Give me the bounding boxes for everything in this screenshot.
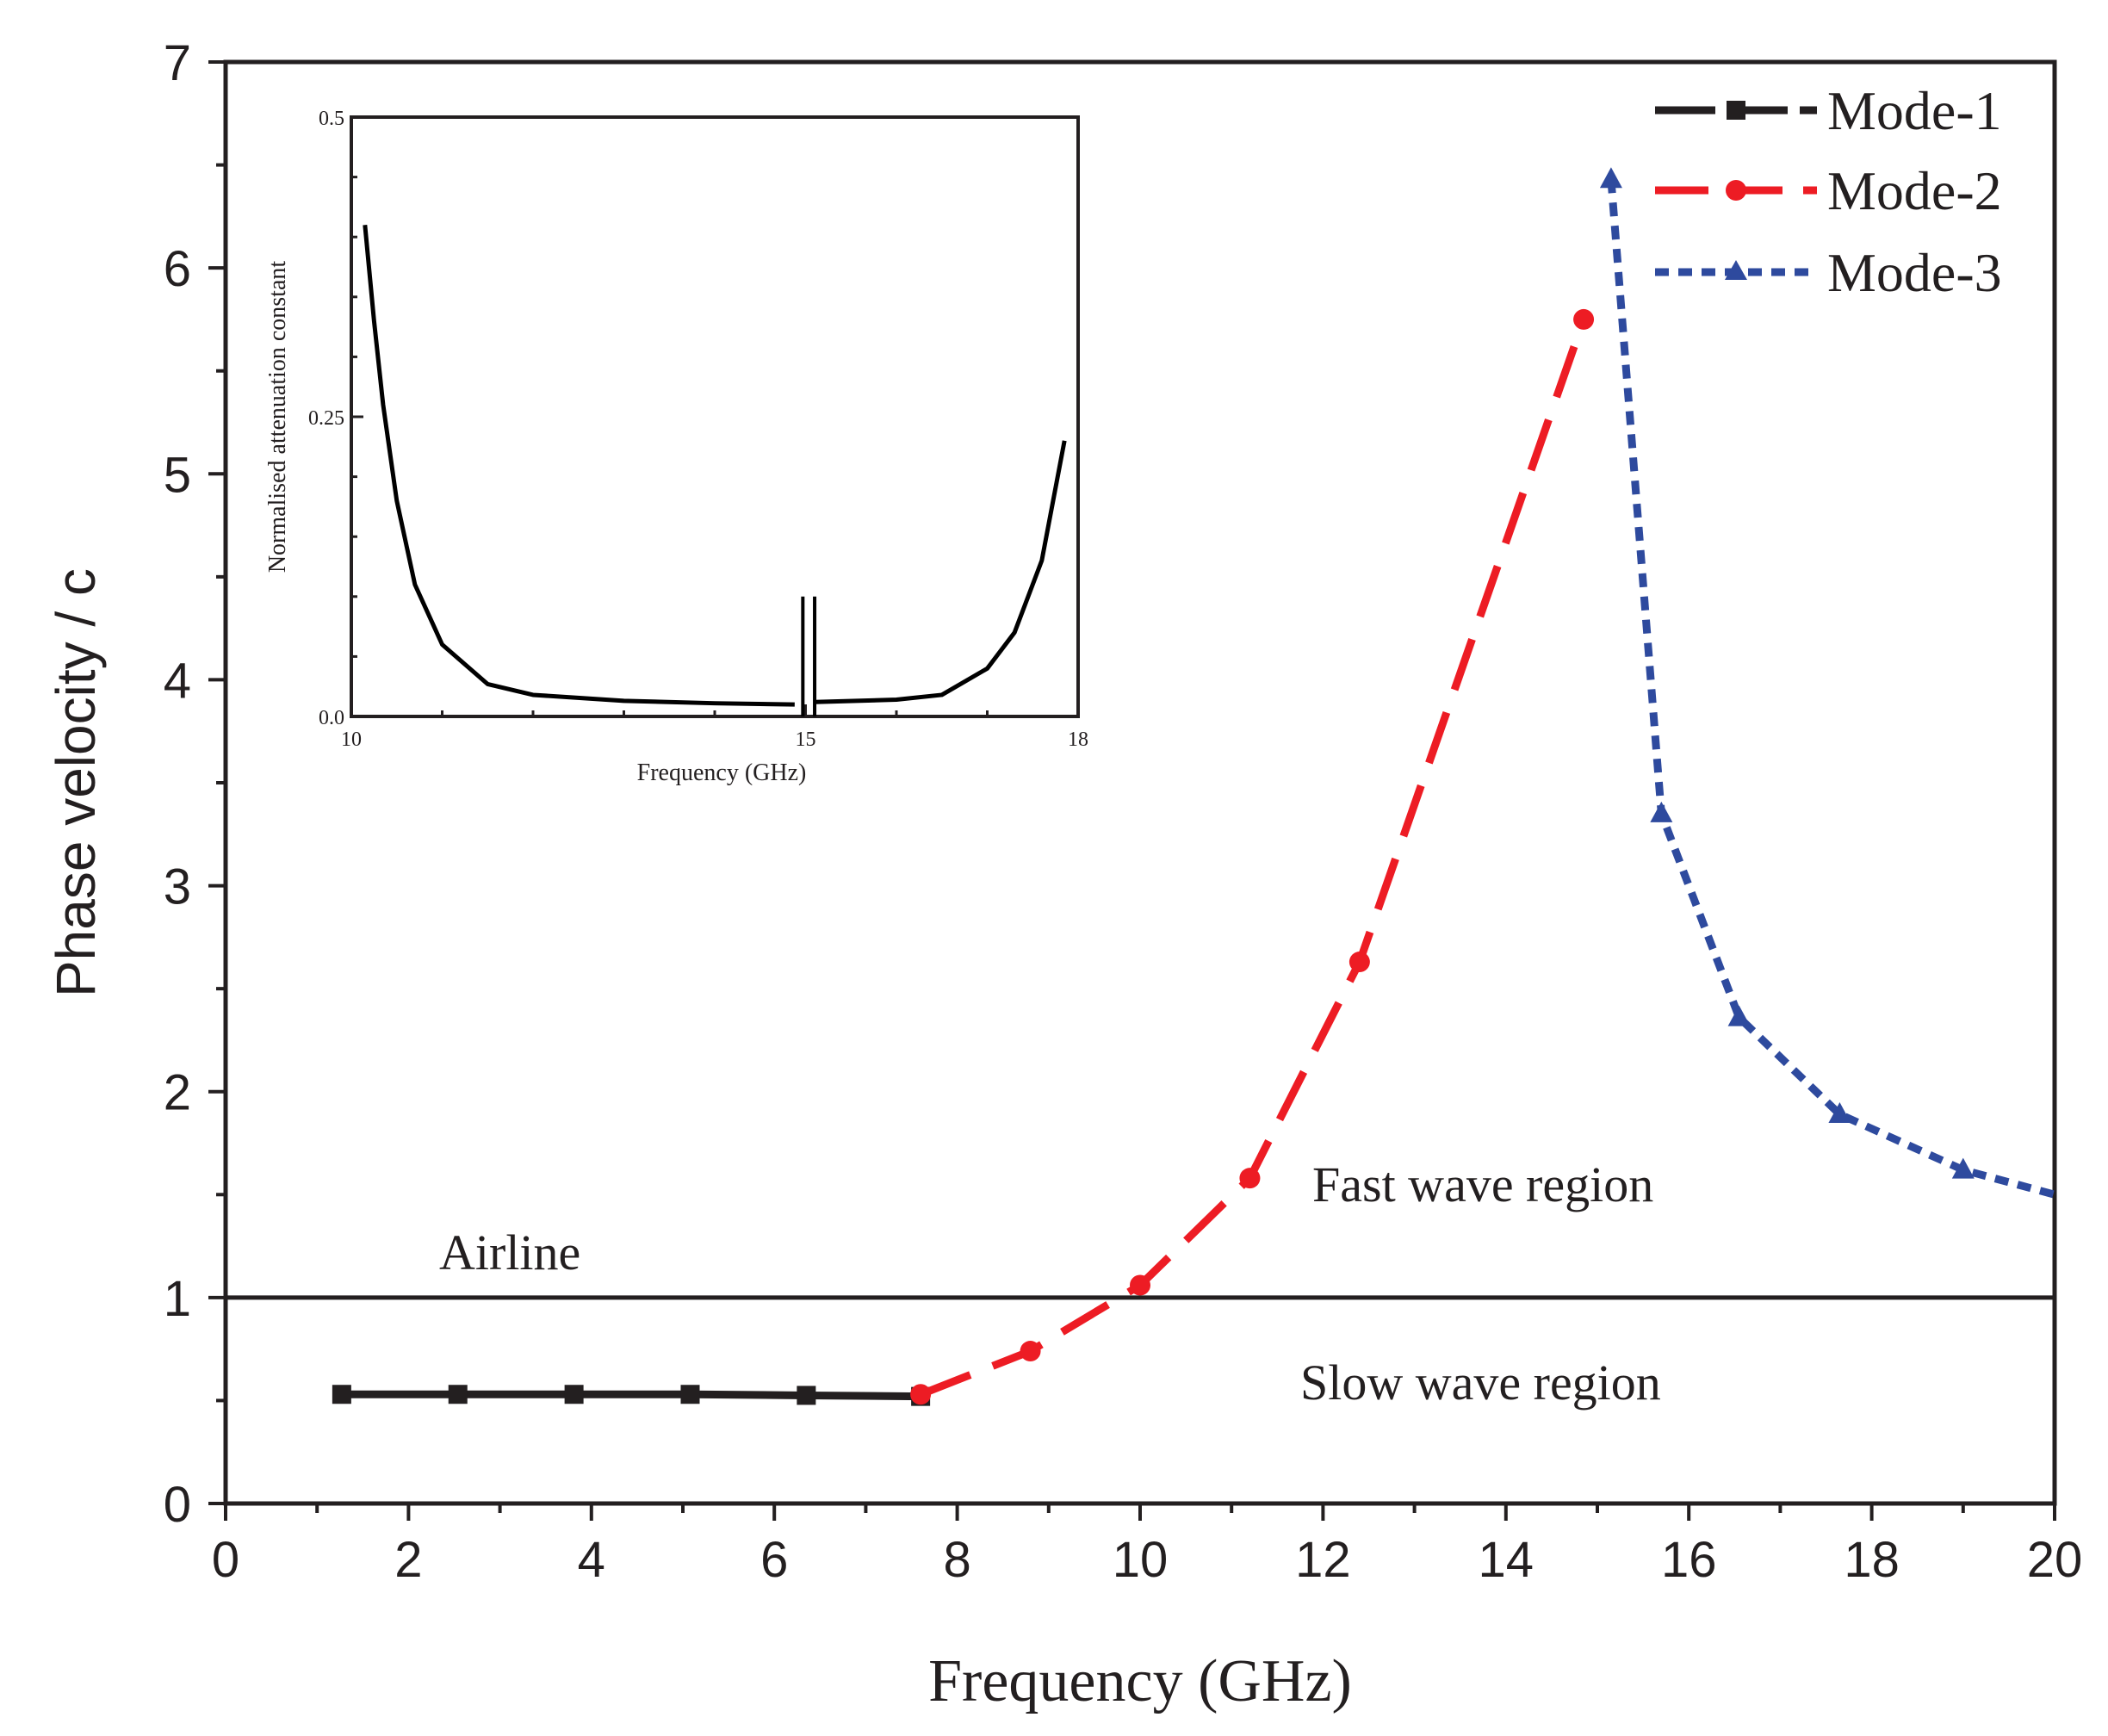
x-tick-label: 2 [394, 1532, 422, 1588]
legend-mode3-marker [1725, 260, 1747, 280]
mode-2-point [1239, 1168, 1261, 1189]
inset-series-layer [363, 225, 1067, 716]
mode-2-point [1348, 952, 1370, 973]
inset-x-axis-title: Frequency (GHz) [637, 760, 807, 786]
x-tick-label: 12 [1295, 1532, 1351, 1588]
inset-y-tick-label: 0.5 [319, 108, 344, 130]
mode-1-point [564, 1385, 584, 1404]
x-tick-label: 8 [943, 1532, 970, 1588]
mode-2-point [910, 1384, 932, 1405]
x-tick-label: 16 [1661, 1532, 1717, 1588]
inset-curve-segment-2 [814, 440, 1067, 704]
legend-mode1-label: Mode-1 [1827, 80, 2002, 141]
mode-3-point [1727, 1005, 1751, 1026]
x-tick-label: 10 [1113, 1532, 1169, 1588]
inset-curve-segment-1 [363, 225, 795, 707]
inset-chart: 10 15 18 0.0 0.25 0.5 Frequency (GHz) Normali… [264, 108, 1088, 786]
mode-3-point [1951, 1157, 1975, 1179]
x-tick-label: 18 [1844, 1532, 1900, 1588]
y-tick-label: 0 [164, 1477, 191, 1533]
main-y-axis-title: Phase velocity / c [45, 568, 107, 997]
legend-mode3-label: Mode-3 [1827, 242, 2002, 303]
series-line-mode-2 [919, 318, 1588, 1398]
legend-mode2-label: Mode-2 [1827, 160, 2002, 221]
inset-x-tick-label: 10 [341, 728, 362, 751]
inset-y-tick-label: 0.0 [319, 707, 344, 729]
mode-2-point [1020, 1341, 1041, 1362]
mode-3-point [1828, 1102, 1851, 1124]
mode-3-point [1599, 167, 1622, 189]
y-tick-label: 4 [164, 653, 191, 709]
y-tick-label: 6 [164, 241, 191, 297]
main-x-axis-title: Frequency (GHz) [928, 1648, 1352, 1714]
inset-plot-frame [350, 115, 1080, 718]
airline-label: Airline [439, 1224, 580, 1280]
legend-mode1-marker [1727, 101, 1745, 120]
series-line-mode-1 [341, 1390, 921, 1401]
y-tick-label: 7 [164, 35, 191, 91]
mode-1-point [448, 1385, 468, 1404]
x-tick-label: 0 [212, 1532, 239, 1588]
x-tick-label: 6 [760, 1532, 788, 1588]
slow-wave-region-label: Slow wave region [1300, 1355, 1661, 1410]
series-line-mode-3 [1607, 178, 2056, 1199]
mode-1-point [680, 1385, 700, 1404]
fast-wave-region-label: Fast wave region [1312, 1156, 1653, 1212]
mode-1-point [797, 1386, 816, 1405]
inset-axis-ticks: 10 15 18 0.0 0.25 0.5 [308, 108, 1088, 751]
y-tick-label: 5 [164, 447, 191, 503]
mode-2-point [1573, 308, 1595, 330]
x-tick-label: 14 [1479, 1532, 1534, 1588]
mode-2-point [1130, 1274, 1150, 1296]
inset-x-tick-label: 15 [796, 728, 816, 751]
main-series-layer [332, 167, 2056, 1406]
y-tick-label: 3 [164, 859, 191, 915]
legend: Mode-1 Mode-2 Mode-3 [1655, 80, 2002, 303]
x-tick-label: 20 [2027, 1532, 2083, 1588]
inset-x-tick-label: 18 [1068, 728, 1088, 751]
y-tick-label: 2 [164, 1065, 191, 1121]
inset-y-axis-title: Normalised attenuation constant [264, 261, 291, 574]
mode-3-point [1650, 801, 1673, 822]
x-tick-label: 4 [578, 1532, 605, 1588]
inset-y-tick-label: 0.25 [308, 407, 344, 430]
mode-1-point [332, 1385, 351, 1404]
legend-mode2-marker [1726, 180, 1746, 201]
y-tick-label: 1 [164, 1271, 191, 1327]
